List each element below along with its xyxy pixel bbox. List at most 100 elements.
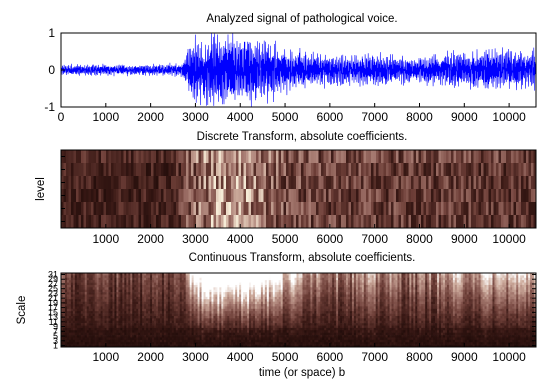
continuous-cell [132,280,135,283]
discrete-cell [211,189,214,203]
continuous-cell [124,308,127,312]
continuous-cell [375,299,379,302]
continuous-cell [130,299,133,302]
continuous-cell [306,280,309,283]
continuous-cell [419,273,422,276]
discrete-cell [248,150,252,164]
continuous-cell [450,280,454,283]
continuous-cell [411,301,414,305]
continuous-cell [498,273,501,276]
discrete-cell [288,215,292,228]
continuous-cell [189,284,193,288]
discrete-cell [328,202,332,216]
continuous-cell [72,289,76,293]
continuous-cell [82,289,86,293]
continuous-cell [102,301,105,305]
continuous-cell [258,280,262,283]
continuous-cell [442,292,446,295]
continuous-cell [290,289,293,293]
continuous-cell [254,304,258,307]
continuous-cell [106,282,109,286]
continuous-cell [203,287,206,291]
continuous-cell [256,299,260,302]
continuous-cell [500,296,503,300]
discrete-cell [308,215,312,228]
continuous-cell [458,289,462,293]
continuous-cell [211,289,214,293]
discrete-cell [476,176,479,190]
continuous-cell [458,296,462,300]
continuous-cell [320,306,323,310]
continuous-cell [401,301,404,305]
continuous-cell [258,301,262,305]
continuous-cell [237,275,240,279]
continuous-cell [256,275,260,279]
continuous-cell [102,287,105,291]
continuous-cell [142,287,145,291]
discrete-cell [431,150,434,164]
discrete-cell [233,163,237,177]
continuous-cell [514,301,517,305]
continuous-cell [187,308,191,312]
continuous-cell [165,292,169,295]
continuous-cell [371,294,375,298]
continuous-cell [496,306,499,310]
discrete-cell [256,163,259,177]
discrete-cell [176,215,179,228]
continuous-cell [492,275,495,279]
continuous-cell [486,289,489,293]
continuous-cell [389,277,392,281]
discrete-cell [483,215,487,228]
continuous-cell [118,308,121,312]
discrete-cell [363,189,367,203]
discrete-cell [163,215,167,228]
discrete-cell [143,189,147,203]
continuous-cell [312,284,315,288]
continuous-cell [280,287,284,291]
continuous-cell [405,306,408,310]
continuous-cell [179,280,183,283]
continuous-cell [98,273,101,276]
continuous-cell [405,280,408,283]
continuous-cell [439,280,442,283]
continuous-cell [340,277,343,281]
discrete-cell [273,189,277,203]
discrete-cell [298,189,302,203]
discrete-cell [153,215,157,228]
discrete-heatmap [61,150,536,228]
continuous-cell [534,289,536,293]
discrete-cell [303,189,307,203]
continuous-cell [272,304,276,307]
discrete-cell [291,163,294,177]
continuous-cell [387,308,390,312]
continuous-cell [391,294,394,298]
continuous-cell [332,292,335,295]
discrete-cell [383,189,387,203]
continuous-cell [213,282,216,286]
continuous-cell [381,277,385,281]
continuous-cell [221,299,224,302]
discrete-cell [191,176,194,190]
continuous-cell [112,296,115,300]
continuous-cell [221,304,224,307]
discrete-cell [331,215,334,228]
continuous-cell [431,308,434,312]
continuous-cell [328,282,331,286]
continuous-cell [371,289,375,293]
continuous-cell [488,275,491,279]
continuous-cell [336,304,339,307]
continuous-cell [268,280,272,283]
continuous-cell [86,308,90,312]
continuous-cell [318,280,321,283]
discrete-cell [338,150,342,164]
continuous-cell [383,294,386,298]
continuous-cell [496,287,499,291]
continuous-cell [96,306,100,310]
continuous-cell [403,308,406,312]
discrete-cell [496,215,499,228]
continuous-cell [86,301,90,305]
continuous-cell [494,282,497,286]
continuous-cell [241,294,244,298]
continuous-cell [108,277,111,281]
continuous-cell [446,301,450,305]
